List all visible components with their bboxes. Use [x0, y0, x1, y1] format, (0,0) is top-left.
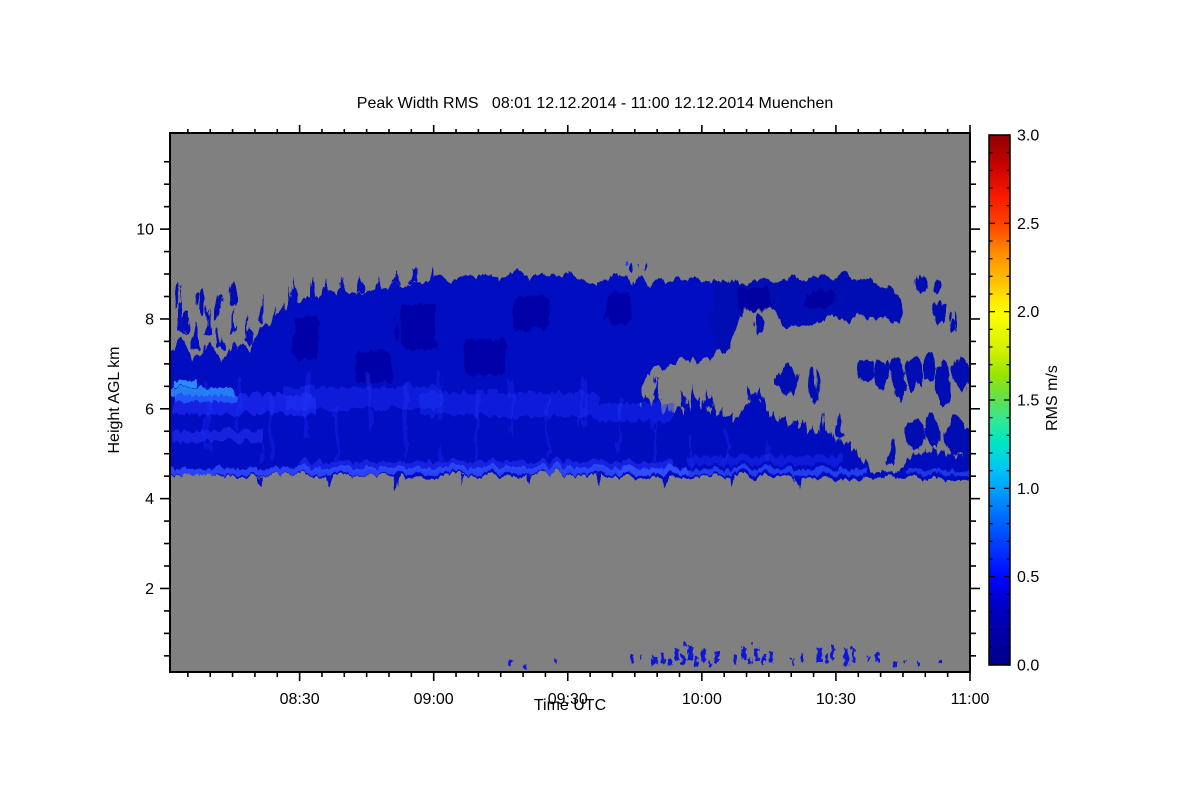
colorbar-tick-label: 2.5 [1017, 216, 1039, 233]
colorbar-tick-label: 3.0 [1017, 128, 1039, 145]
x-tick-label: 11:00 [951, 691, 990, 708]
colorbar-tick-label: 1.0 [1017, 481, 1039, 498]
y-axis-tick-labels: 2 4 6 8 10 [136, 222, 154, 598]
x-axis-tick-labels: 08:30 09:00 09:30 10:00 10:30 11:00 [280, 691, 990, 708]
x-tick-label: 10:30 [816, 691, 856, 708]
y-tick-label: 10 [136, 222, 154, 239]
y-tick-label: 6 [145, 401, 154, 418]
colorbar [989, 135, 1010, 665]
x-tick-label: 09:00 [414, 691, 454, 708]
colorbar-tick-labels: 0.0 0.5 1.0 1.5 2.0 2.5 3.0 [1017, 128, 1039, 675]
y-tick-label: 4 [145, 491, 154, 508]
colorbar-ticks [989, 134, 1010, 666]
colorbar-label: RMS m/s [1044, 365, 1061, 431]
cloud-data [170, 259, 970, 668]
chart-title: Peak Width RMS 08:01 12.12.2014 - 11:00 … [356, 95, 834, 112]
x-axis-label: Time UTC [533, 697, 607, 714]
colorbar-tick-label: 1.5 [1017, 393, 1039, 410]
y-tick-label: 8 [145, 311, 154, 328]
colorbar-tick-label: 2.0 [1017, 304, 1039, 321]
axis-ticks [160, 125, 980, 681]
colorbar-tick-label: 0.5 [1017, 569, 1039, 586]
colorbar-tick-label: 0.0 [1017, 658, 1039, 675]
plot-frame [169, 132, 971, 673]
y-axis-label: Height AGL km [106, 346, 123, 454]
y-tick-label: 2 [145, 581, 154, 598]
x-tick-label: 08:30 [280, 691, 320, 708]
x-tick-label: 09:30 [548, 691, 588, 708]
x-tick-label: 10:00 [682, 691, 722, 708]
